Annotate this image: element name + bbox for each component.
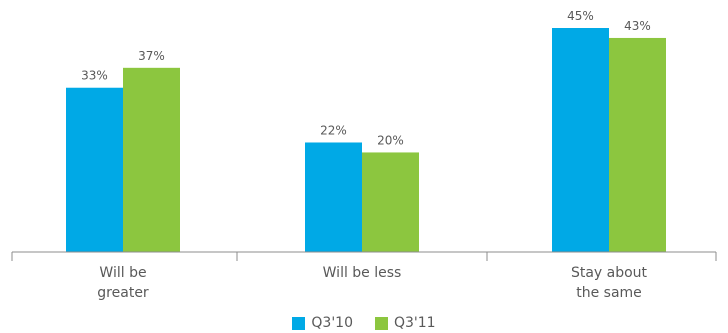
value-label-q311-2: 43% xyxy=(624,19,651,33)
legend-label-q310: Q3'10 xyxy=(311,315,353,331)
legend-label-q311: Q3'11 xyxy=(394,315,436,331)
category-label-1: Will be less xyxy=(323,265,402,281)
value-label-q311-1: 20% xyxy=(377,133,404,147)
bars-group xyxy=(66,28,666,253)
category-label-2: Stay about the same xyxy=(571,265,648,301)
value-labels: 33% 37% 22% 20% 45% 43% xyxy=(81,9,651,147)
bar-q311-0 xyxy=(123,67,180,252)
legend: Q3'10 Q3'11 xyxy=(0,313,728,333)
x-axis xyxy=(11,251,717,261)
bar-q310-0 xyxy=(66,87,123,252)
legend-swatch-q311 xyxy=(375,316,388,330)
bar-q311-1 xyxy=(362,152,419,252)
value-label-q310-0: 33% xyxy=(81,69,108,83)
bar-q310-2 xyxy=(552,28,609,252)
legend-item-q310: Q3'10 xyxy=(292,315,353,331)
value-label-q310-1: 22% xyxy=(320,123,347,137)
legend-item-q311: Q3'11 xyxy=(375,315,436,331)
category-label-0: Will be greater xyxy=(97,265,149,301)
bar-q310-1 xyxy=(305,142,362,252)
value-label-q310-2: 45% xyxy=(567,9,594,23)
legend-swatch-q310 xyxy=(292,316,306,330)
value-label-q311-0: 37% xyxy=(138,49,165,63)
category-labels: Will be greater Will be less Stay about the … xyxy=(97,265,647,301)
bar-q311-2 xyxy=(609,37,666,253)
